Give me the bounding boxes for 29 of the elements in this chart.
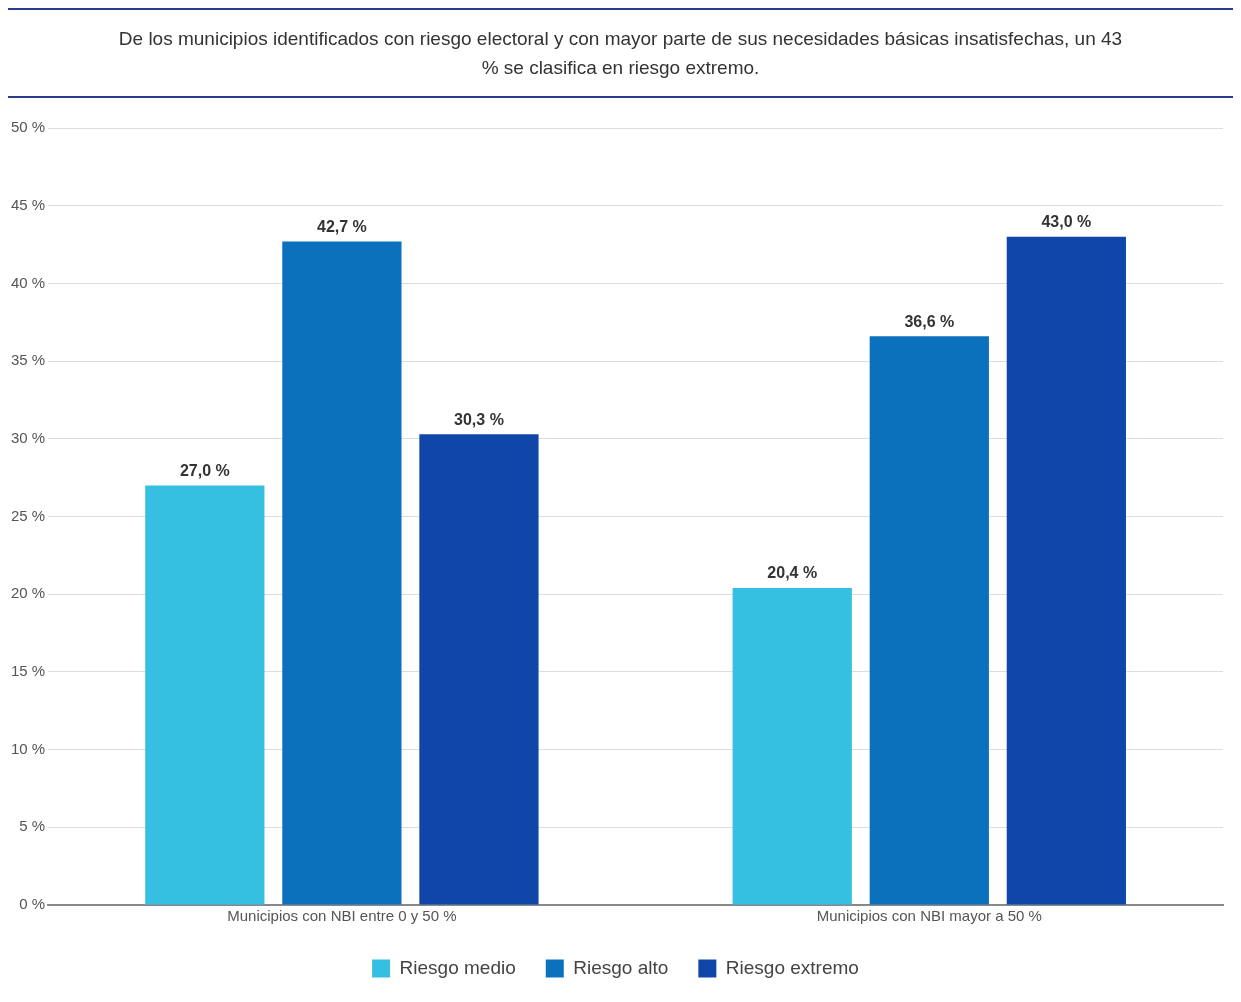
data-label: 42,7 %: [316, 217, 367, 235]
legend-label: Riesgo extremo: [725, 956, 859, 978]
y-tick-label: 40 %: [10, 273, 46, 291]
y-tick-label: 15 %: [10, 662, 46, 680]
y-tick-label: 50 %: [10, 118, 46, 136]
y-tick-label: 30 %: [10, 428, 46, 446]
bar: [1006, 236, 1126, 905]
data-label: 43,0 %: [1041, 213, 1092, 231]
bar: [732, 587, 852, 905]
data-label: 27,0 %: [179, 461, 230, 479]
data-label: 20,4 %: [767, 564, 818, 582]
bar: [419, 434, 539, 905]
data-label: 30,3 %: [454, 410, 504, 428]
y-tick-label: 25 %: [10, 506, 46, 524]
y-tick-label: 35 %: [10, 351, 46, 369]
chart-title: De los municipios identificados con riesgo electoral y con mayor parte de sus necesidades básicas insatisfechas, un 43 % se clasifica en riesgo extremo.: [117, 27, 1124, 80]
x-tick-label: Municipios con NBI entre 0 y 50 %: [227, 907, 457, 925]
bar: [869, 336, 989, 905]
y-tick-label: 45 %: [10, 195, 46, 213]
data-label: 36,6 %: [904, 312, 955, 330]
bar: [145, 485, 265, 905]
x-tick-label: Municipios con NBI mayor a 50 %: [816, 907, 1042, 925]
y-tick-label: 10 %: [10, 739, 46, 757]
legend-label: Riesgo medio: [399, 956, 516, 978]
y-tick-label: 0 %: [19, 895, 46, 913]
y-tick-label: 5 %: [19, 817, 46, 835]
legend-label: Riesgo alto: [573, 956, 669, 978]
bar: [282, 241, 402, 905]
y-tick-label: 20 %: [10, 584, 46, 602]
